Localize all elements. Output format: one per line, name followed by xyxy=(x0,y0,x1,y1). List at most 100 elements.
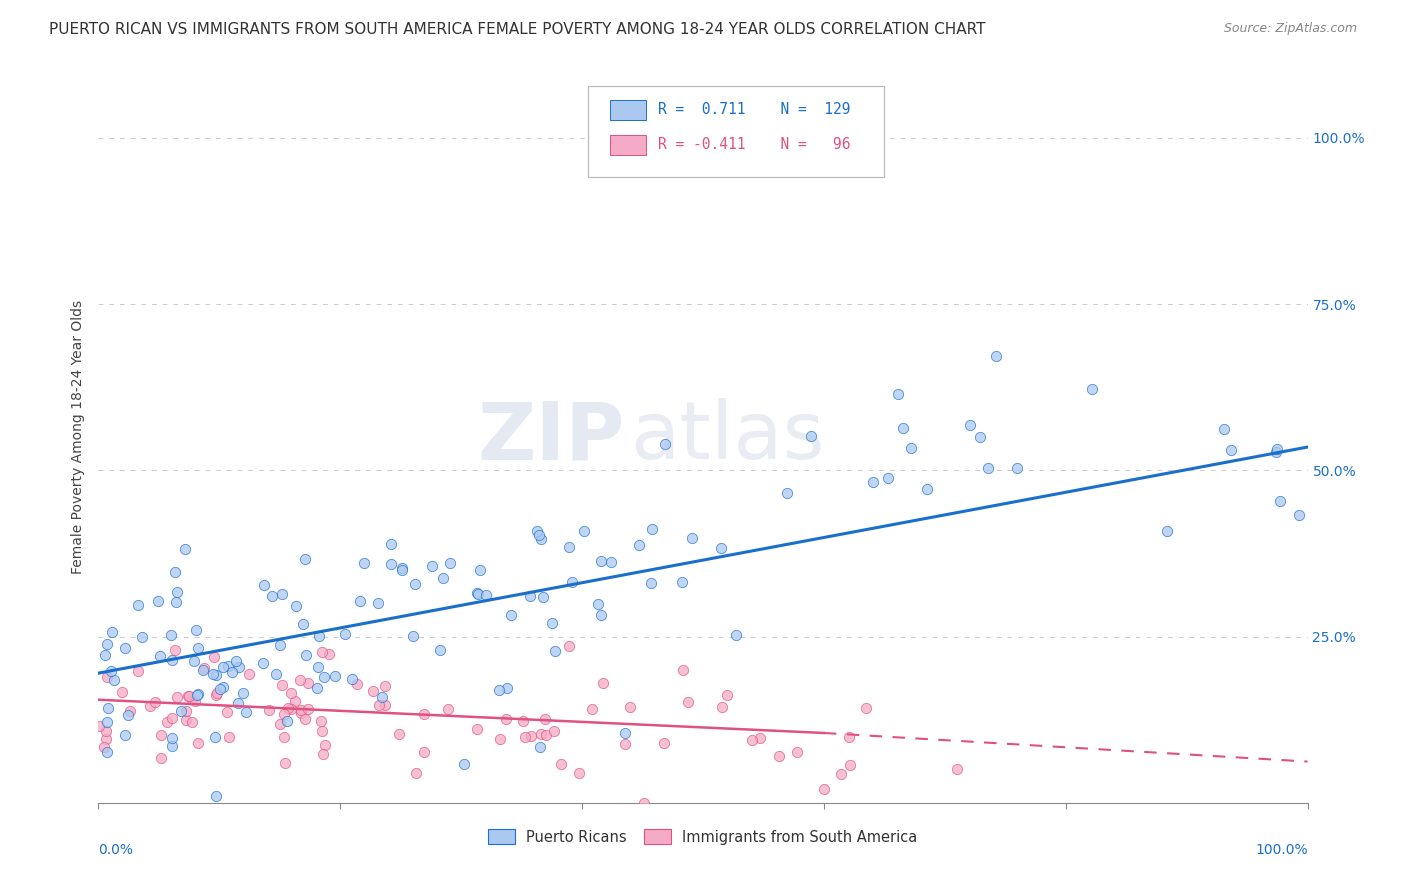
Point xyxy=(654,437,676,451)
Point xyxy=(253,578,276,592)
Point xyxy=(830,767,852,781)
Text: atlas: atlas xyxy=(630,398,825,476)
Point xyxy=(307,660,329,674)
Point xyxy=(138,699,160,714)
FancyBboxPatch shape xyxy=(588,86,884,178)
Point xyxy=(165,642,187,657)
Point xyxy=(271,678,294,692)
Point xyxy=(526,524,548,539)
Point xyxy=(748,731,770,746)
Point xyxy=(681,531,703,545)
Point xyxy=(114,728,136,742)
Point xyxy=(87,719,110,733)
Point xyxy=(429,643,451,657)
Point xyxy=(226,696,249,710)
Point xyxy=(166,690,188,704)
Point xyxy=(568,766,591,780)
Point xyxy=(218,730,240,744)
Point xyxy=(149,751,172,765)
Point xyxy=(652,736,675,750)
Point xyxy=(838,730,860,744)
Point xyxy=(1156,524,1178,538)
Point xyxy=(93,740,115,755)
Point xyxy=(264,667,287,681)
Point xyxy=(488,682,510,697)
Point xyxy=(96,714,118,729)
Legend: Puerto Ricans, Immigrants from South America: Puerto Ricans, Immigrants from South Ame… xyxy=(482,823,924,850)
Point xyxy=(290,706,312,720)
Point xyxy=(292,617,315,632)
Text: 0.0%: 0.0% xyxy=(98,843,134,857)
Point xyxy=(221,665,243,680)
Point xyxy=(205,688,228,702)
Point xyxy=(262,589,284,603)
Point xyxy=(311,723,333,738)
Point xyxy=(131,631,153,645)
Point xyxy=(280,702,302,716)
Point xyxy=(294,552,316,566)
Point xyxy=(519,589,541,603)
Point xyxy=(534,728,557,742)
Point xyxy=(201,667,224,681)
Point xyxy=(405,766,427,780)
Point xyxy=(465,722,488,736)
Point xyxy=(270,587,292,601)
Point xyxy=(252,657,274,671)
Point xyxy=(724,628,747,642)
Point xyxy=(202,650,225,665)
Point xyxy=(162,653,184,667)
Point xyxy=(149,728,172,742)
Point xyxy=(297,702,319,716)
Point xyxy=(633,796,655,810)
Point xyxy=(855,700,877,714)
Point xyxy=(311,714,333,728)
Point xyxy=(388,727,411,741)
Point xyxy=(232,686,254,700)
Point xyxy=(170,704,193,718)
Point xyxy=(162,711,184,725)
Point xyxy=(187,736,209,750)
Point xyxy=(118,704,141,718)
Point xyxy=(208,681,231,696)
Point xyxy=(862,475,884,490)
Point xyxy=(160,628,183,642)
Point xyxy=(212,660,235,674)
Point xyxy=(184,694,207,708)
Point xyxy=(800,429,823,443)
Point xyxy=(127,598,149,612)
Point xyxy=(420,559,443,574)
Point xyxy=(114,641,136,656)
Point xyxy=(367,596,389,610)
Point xyxy=(174,713,197,727)
Text: ZIP: ZIP xyxy=(477,398,624,476)
FancyBboxPatch shape xyxy=(610,135,647,155)
Point xyxy=(97,700,120,714)
Point xyxy=(371,690,394,704)
Point xyxy=(977,461,1000,475)
Point xyxy=(437,702,460,716)
Point xyxy=(1268,494,1291,508)
Point xyxy=(613,725,636,739)
Point xyxy=(380,557,402,571)
Point xyxy=(238,666,260,681)
Point xyxy=(627,538,650,552)
Point xyxy=(391,563,413,577)
Point xyxy=(193,663,215,677)
Point xyxy=(891,421,914,435)
Point xyxy=(969,430,991,444)
Point xyxy=(671,575,693,590)
Point xyxy=(768,749,790,764)
Point xyxy=(572,524,595,539)
Point xyxy=(439,556,461,570)
Point xyxy=(412,707,434,722)
Point xyxy=(467,587,489,601)
Point xyxy=(193,661,215,675)
Point xyxy=(550,756,572,771)
Point xyxy=(335,627,357,641)
Point xyxy=(640,522,662,536)
Point xyxy=(1288,508,1310,522)
Point xyxy=(404,577,426,591)
Point xyxy=(900,441,922,455)
Point xyxy=(530,727,553,741)
Point xyxy=(527,527,550,541)
